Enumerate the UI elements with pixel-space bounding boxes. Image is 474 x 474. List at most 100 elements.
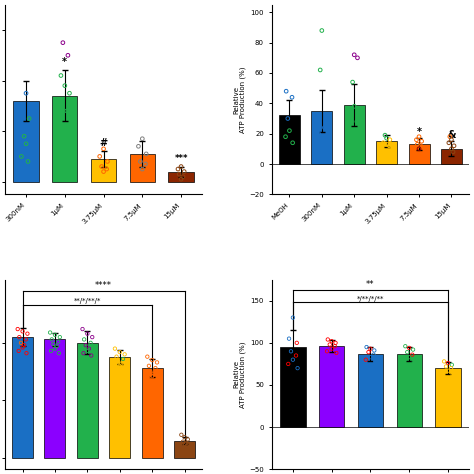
- Point: [318, 137, 326, 145]
- Point: [293, 339, 301, 346]
- Text: ****: ****: [95, 281, 112, 290]
- Point: [354, 54, 361, 62]
- Point: [100, 168, 108, 175]
- Point: [104, 158, 111, 165]
- Text: *: *: [62, 57, 67, 67]
- Point: [89, 333, 96, 341]
- Point: [403, 348, 411, 356]
- Point: [401, 342, 409, 350]
- Point: [53, 343, 60, 350]
- Point: [147, 368, 155, 375]
- Point: [113, 353, 120, 360]
- Point: [24, 330, 31, 337]
- Point: [320, 124, 328, 131]
- Point: [448, 361, 456, 369]
- Point: [333, 349, 340, 357]
- Point: [324, 336, 332, 343]
- Point: [449, 148, 457, 155]
- Point: [114, 357, 122, 365]
- Y-axis label: Relative
ATP Production (%): Relative ATP Production (%): [233, 341, 246, 408]
- Point: [401, 356, 408, 364]
- Point: [371, 357, 379, 365]
- Point: [153, 359, 161, 366]
- Text: &: &: [447, 130, 456, 140]
- Text: *: *: [417, 127, 421, 137]
- Point: [289, 314, 297, 321]
- Point: [116, 362, 124, 370]
- Point: [88, 352, 95, 359]
- Point: [19, 328, 27, 335]
- Point: [57, 72, 65, 79]
- Point: [331, 342, 338, 350]
- Point: [179, 173, 187, 181]
- Point: [284, 115, 292, 122]
- Point: [350, 51, 358, 59]
- Point: [85, 345, 93, 352]
- Point: [445, 139, 453, 146]
- Text: ***: ***: [174, 154, 188, 163]
- Point: [80, 336, 88, 343]
- Point: [284, 360, 292, 368]
- Y-axis label: Relative
ATP Production (%): Relative ATP Production (%): [233, 66, 246, 133]
- Point: [370, 351, 377, 358]
- Point: [80, 349, 87, 357]
- Point: [112, 365, 119, 372]
- Point: [98, 163, 105, 170]
- Point: [383, 140, 391, 148]
- Point: [14, 325, 21, 333]
- Point: [58, 102, 65, 109]
- Bar: [441, 149, 462, 164]
- Point: [46, 329, 54, 337]
- Point: [135, 143, 142, 150]
- Point: [383, 135, 391, 142]
- Point: [405, 344, 413, 352]
- Point: [83, 330, 91, 337]
- Point: [450, 142, 458, 150]
- Point: [51, 331, 59, 338]
- Bar: [409, 144, 429, 164]
- Point: [51, 345, 59, 352]
- Point: [63, 107, 71, 115]
- Bar: [130, 154, 155, 182]
- Point: [150, 370, 157, 378]
- Point: [349, 78, 356, 86]
- Point: [27, 122, 35, 130]
- Point: [410, 357, 418, 365]
- Bar: [91, 159, 116, 182]
- Point: [16, 333, 23, 341]
- Point: [61, 82, 69, 90]
- Point: [418, 137, 426, 145]
- Point: [444, 359, 452, 367]
- Bar: [52, 96, 77, 182]
- Point: [292, 352, 300, 359]
- Point: [175, 170, 183, 178]
- Point: [413, 136, 420, 144]
- Bar: [109, 356, 130, 458]
- Point: [179, 438, 187, 446]
- Point: [118, 360, 125, 367]
- Point: [55, 349, 63, 357]
- Point: [121, 351, 128, 358]
- Point: [19, 344, 27, 351]
- Point: [326, 341, 334, 348]
- Point: [366, 354, 374, 361]
- Point: [371, 346, 378, 354]
- Point: [79, 325, 86, 333]
- Point: [183, 443, 191, 450]
- Point: [145, 374, 152, 382]
- Point: [50, 340, 57, 348]
- Point: [328, 345, 336, 353]
- Point: [142, 160, 149, 168]
- Point: [181, 168, 188, 175]
- Text: **/*/**/*: **/*/**/*: [73, 298, 101, 304]
- Point: [174, 165, 182, 173]
- Point: [145, 362, 153, 370]
- Point: [26, 115, 33, 122]
- Bar: [279, 116, 300, 164]
- Point: [100, 145, 108, 153]
- Point: [138, 165, 146, 173]
- Point: [142, 150, 150, 158]
- Point: [449, 371, 456, 379]
- Point: [48, 336, 55, 343]
- Text: #: #: [100, 137, 108, 147]
